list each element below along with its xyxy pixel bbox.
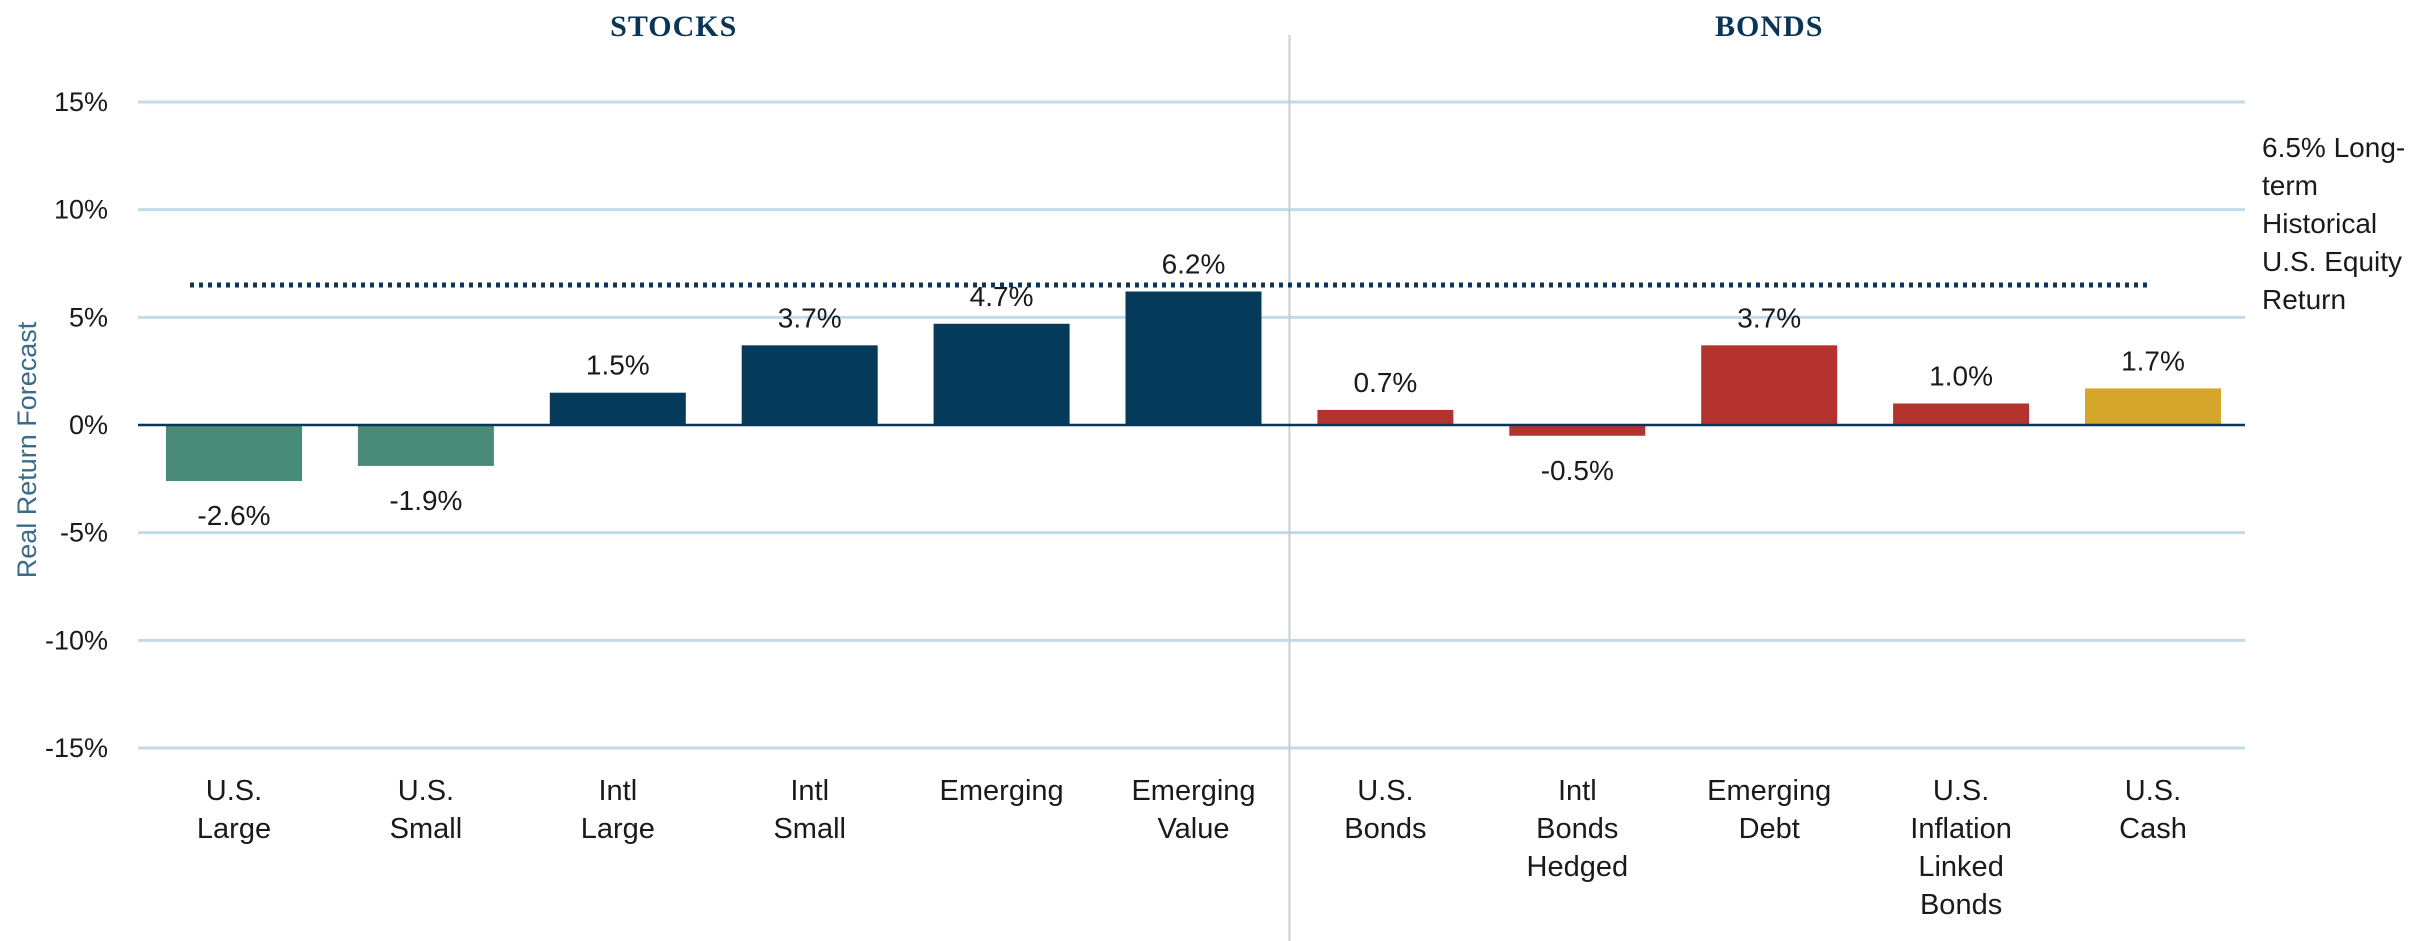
category-label-line: Small: [773, 813, 846, 845]
data-label: 1.7%: [2121, 345, 2185, 376]
bar: [1509, 425, 1646, 436]
data-label: -2.6%: [197, 500, 270, 531]
reference-label-line: 6.5% Long-: [2262, 132, 2405, 163]
bar: [1125, 291, 1262, 425]
category-label-line: Cash: [2119, 813, 2187, 845]
bar: [166, 425, 302, 481]
category-label-line: Emerging: [1131, 775, 1255, 807]
data-label: 1.5%: [586, 350, 650, 381]
data-label: -0.5%: [1541, 455, 1614, 486]
category-label: Emerging Value: [1131, 775, 1255, 845]
category-label: U.S. Cash: [2119, 775, 2187, 845]
category-label: Intl Small: [773, 775, 846, 845]
category-label-line: Hedged: [1527, 851, 1629, 883]
category-label-line: U.S.: [1933, 775, 1989, 807]
section-label-stocks: STOCKS: [610, 10, 737, 43]
category-label-line: U.S.: [2125, 775, 2181, 807]
bar: [357, 425, 494, 466]
category-label-line: Bonds: [1920, 889, 2002, 921]
bar: [1701, 345, 1838, 425]
reference-label-line: Return: [2262, 284, 2346, 315]
data-label: 1.0%: [1929, 360, 1993, 391]
y-tick-label: -15%: [45, 733, 108, 763]
bar: [1317, 409, 1454, 425]
category-label-line: Bonds: [1536, 813, 1618, 845]
category-label-line: Intl: [1558, 775, 1597, 807]
category-label: Intl Bonds Hedged: [1527, 775, 1629, 883]
data-label: 0.7%: [1353, 367, 1417, 398]
reference-line-label: 6.5% Long-term Historical U.S. Equity Retur…: [2262, 132, 2405, 315]
category-label: U.S. Inflation Linked Bonds: [1910, 775, 2012, 921]
category-label-line: U.S.: [206, 775, 262, 807]
y-tick-label: 0%: [69, 410, 108, 440]
data-label: 3.7%: [778, 302, 842, 333]
category-label: U.S. Bonds: [1344, 775, 1426, 845]
bar: [2085, 388, 2221, 425]
bar: [549, 392, 686, 425]
category-label-line: U.S.: [1357, 775, 1413, 807]
y-tick-label: 15%: [54, 87, 108, 117]
data-label: 6.2%: [1162, 248, 1226, 279]
category-label: Emerging Debt: [1707, 775, 1831, 845]
bars: [166, 291, 2221, 481]
category-label: U.S. Large: [197, 775, 271, 845]
category-label-line: Emerging: [940, 775, 1064, 807]
category-label-line: U.S.: [398, 775, 454, 807]
reference-label-line: U.S. Equity: [2262, 246, 2402, 277]
category-label-line: Value: [1157, 813, 1229, 845]
y-tick-label: 10%: [54, 195, 108, 225]
category-label-line: Bonds: [1344, 813, 1426, 845]
category-label-line: Large: [581, 813, 655, 845]
bar: [741, 345, 878, 425]
category-label-line: Inflation: [1910, 813, 2012, 845]
data-label: -1.9%: [389, 485, 462, 516]
category-label-line: Emerging: [1707, 775, 1831, 807]
category-label: Emerging: [940, 775, 1064, 807]
category-label-line: Linked: [1918, 851, 2003, 883]
y-tick-label: 5%: [69, 302, 108, 332]
category-label-line: Small: [390, 813, 463, 845]
labels: 15% 10% 5% 0% -5% -10% -15% STOCKS BONDS -2.6% U.S…: [12, 10, 2405, 921]
category-label-line: Large: [197, 813, 271, 845]
section-label-bonds: BONDS: [1715, 10, 1823, 43]
bar: [1893, 403, 2030, 425]
category-label-line: Intl: [598, 775, 637, 807]
category-label: U.S. Small: [390, 775, 463, 845]
data-label: 4.7%: [970, 281, 1034, 312]
data-label: 3.7%: [1737, 302, 1801, 333]
category-label-line: Debt: [1739, 813, 1800, 845]
y-tick-label: -5%: [60, 518, 108, 548]
reference-label-line: term: [2262, 170, 2318, 201]
y-tick-label: -10%: [45, 625, 108, 655]
y-axis-label: Real Return Forecast: [12, 321, 42, 578]
reference-label-line: Historical: [2262, 208, 2377, 239]
bar: [933, 323, 1070, 425]
category-label: Intl Large: [581, 775, 655, 845]
category-label-line: Intl: [790, 775, 829, 807]
